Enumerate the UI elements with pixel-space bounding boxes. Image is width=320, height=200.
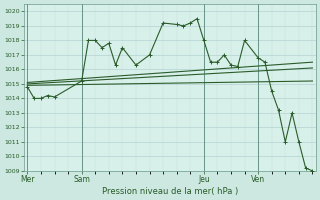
X-axis label: Pression niveau de la mer( hPa ): Pression niveau de la mer( hPa )	[102, 187, 238, 196]
